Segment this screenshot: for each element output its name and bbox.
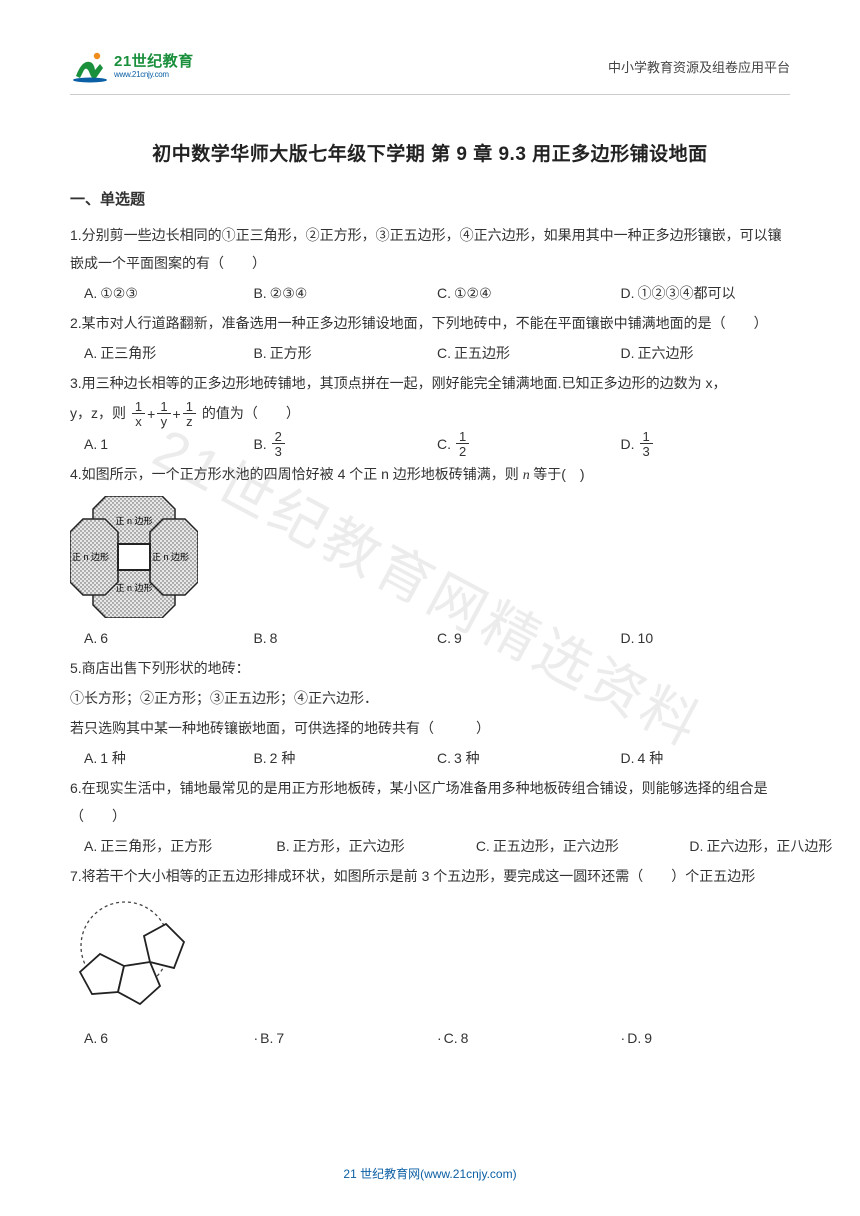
q3-c-frac: 12: [456, 430, 469, 458]
q4-text-b: 等于( ): [533, 466, 584, 482]
q4-text-a: 4.如图所示，一个正方形水池的四周恰好被 4 个正 n 边形地板砖铺满，则: [70, 466, 523, 482]
footer: 21 世纪教育网(www.21cnjy.com): [0, 1165, 860, 1182]
q1-option-a: A.①②③: [84, 279, 253, 307]
question-4-options: A.6 B.8 C.9 D.10: [70, 624, 790, 652]
q6-b-text: 正方形，正六边形: [293, 832, 405, 860]
page-body: 21世纪教育 www.21cnjy.com 中小学教育资源及组卷应用平台 初中数…: [0, 0, 860, 1094]
q3-b-frac: 23: [272, 430, 285, 458]
q1-option-b: B.②③④: [253, 279, 437, 307]
q7-b-text: 7: [276, 1024, 284, 1052]
q6-option-d: D.正六边形，正八边形: [689, 832, 860, 860]
q4-d-text: 10: [638, 624, 654, 652]
q1-option-d: D.①②③④都可以: [621, 279, 790, 307]
svg-text:正 n 边形: 正 n 边形: [115, 582, 152, 593]
question-1: 1.分别剪一些边长相同的①正三角形，②正方形，③正五边形，④正六边形，如果用其中…: [70, 221, 790, 277]
svg-text:正 n 边形: 正 n 边形: [115, 515, 152, 526]
question-2-options: A.正三角形 B.正方形 C.正五边形 D.正六边形: [70, 339, 790, 367]
q6-option-a: A.正三角形，正方形: [84, 832, 246, 860]
q2-option-d: D.正六边形: [621, 339, 790, 367]
q5-d-text: 4 种: [638, 744, 664, 772]
q1-option-c: C.①②④: [437, 279, 621, 307]
q4-option-a: A.6: [84, 624, 253, 652]
q7-figure: [70, 896, 790, 1018]
q2-a-text: 正三角形: [100, 339, 156, 367]
q5-a-text: 1 种: [100, 744, 126, 772]
q4-figure: 正 n 边形 正 n 边形 正 n 边形 正 n 边形: [70, 496, 790, 618]
q3-text-b: y，z，则: [70, 405, 130, 421]
q1-d-text: ①②③④都可以: [638, 279, 736, 307]
logo-text: 21世纪教育 www.21cnjy.com: [114, 54, 194, 79]
question-1-options: A.①②③ B.②③④ C.①②④ D.①②③④都可以: [70, 279, 790, 307]
question-6: 6.在现实生活中，铺地最常见的是用正方形地板砖，某小区广场准备用多种地板砖组合铺…: [70, 774, 790, 830]
q5-option-b: B.2 种: [253, 744, 437, 772]
q7-option-b: ·B.7: [253, 1024, 437, 1052]
q5-b-text: 2 种: [270, 744, 296, 772]
question-3-options: A.1 B.23 C.12 D.13: [70, 430, 790, 458]
q1-a-text: ①②③: [100, 279, 138, 307]
logo-sub-text: www.21cnjy.com: [114, 71, 194, 79]
question-4: 4.如图所示，一个正方形水池的四周恰好被 4 个正 n 边形地板砖铺满，则 n …: [70, 460, 790, 490]
q7-d-text: 9: [644, 1024, 652, 1052]
q7-option-a: A.6: [84, 1024, 253, 1052]
q5-option-d: D.4 种: [621, 744, 790, 772]
italic-n: n: [523, 468, 534, 483]
q6-a-text: 正三角形，正方形: [100, 832, 212, 860]
q3-text-c: 的值为（ ）: [202, 405, 300, 421]
q7-option-c: ·C.8: [437, 1024, 621, 1052]
header-right-text: 中小学教育资源及组卷应用平台: [608, 57, 790, 76]
q7-c-text: 8: [461, 1024, 469, 1052]
frac-1z: 1z: [183, 400, 196, 428]
q7-a-text: 6: [100, 1024, 108, 1052]
q3-option-a: A.1: [84, 430, 253, 458]
q2-option-a: A.正三角形: [84, 339, 253, 367]
q3-option-c: C.12: [437, 430, 621, 458]
q3-option-b: B.23: [253, 430, 437, 458]
q2-option-b: B.正方形: [253, 339, 437, 367]
question-2: 2.某市对人行道路翻新，准备选用一种正多边形铺设地面，下列地砖中，不能在平面镶嵌…: [70, 309, 790, 337]
q2-option-c: C.正五边形: [437, 339, 621, 367]
logo-icon: [70, 48, 110, 84]
q6-d-text: 正六边形，正八边形: [706, 832, 832, 860]
question-5-line2: ①长方形；②正方形；③正五边形；④正六边形．: [70, 684, 790, 712]
frac-1y: 1y: [157, 400, 170, 428]
svg-text:正 n 边形: 正 n 边形: [72, 551, 109, 562]
section-heading: 一、单选题: [70, 188, 790, 209]
q1-b-text: ②③④: [270, 279, 308, 307]
q3-option-d: D.13: [621, 430, 790, 458]
question-3-line2: y，z，则 1x + 1y + 1z 的值为（ ）: [70, 399, 790, 428]
q4-option-c: C.9: [437, 624, 621, 652]
question-5-options: A.1 种 B.2 种 C.3 种 D.4 种: [70, 744, 790, 772]
question-5-line3: 若只选购其中某一种地砖镶嵌地面，可供选择的地砖共有（ ）: [70, 714, 790, 742]
svg-text:正 n 边形: 正 n 边形: [152, 551, 189, 562]
q3-a-text: 1: [100, 430, 108, 458]
logo-main-text: 21世纪教育: [114, 54, 194, 69]
question-5-line1: 5.商店出售下列形状的地砖：: [70, 654, 790, 682]
q4-b-text: 8: [270, 624, 278, 652]
page-title: 初中数学华师大版七年级下学期 第 9 章 9.3 用正多边形铺设地面: [70, 139, 790, 166]
question-7-options: A.6 ·B.7 ·C.8 ·D.9: [70, 1024, 790, 1052]
q5-c-text: 3 种: [454, 744, 480, 772]
q2-d-text: 正六边形: [638, 339, 694, 367]
question-6-options: A.正三角形，正方形 B.正方形，正六边形 C.正五边形，正六边形 D.正六边形…: [70, 832, 790, 860]
q6-option-b: B.正方形，正六边形: [276, 832, 445, 860]
q4-c-text: 9: [454, 624, 462, 652]
q6-option-c: C.正五边形，正六边形: [476, 832, 660, 860]
q3-d-frac: 13: [640, 430, 653, 458]
header: 21世纪教育 www.21cnjy.com 中小学教育资源及组卷应用平台: [70, 48, 790, 95]
q7-option-d: ·D.9: [621, 1024, 790, 1052]
q3-formula: 1x + 1y + 1z: [130, 400, 198, 428]
q2-b-text: 正方形: [270, 339, 312, 367]
q6-c-text: 正五边形，正六边形: [493, 832, 619, 860]
q2-c-text: 正五边形: [454, 339, 510, 367]
question-7: 7.将若干个大小相等的正五边形排成环状，如图所示是前 3 个五边形，要完成这一圆…: [70, 862, 790, 890]
q5-option-a: A.1 种: [84, 744, 253, 772]
q4-option-d: D.10: [621, 624, 790, 652]
frac-1x: 1x: [132, 400, 145, 428]
question-3-line1: 3.用三种边长相等的正多边形地砖铺地，其顶点拼在一起，刚好能完全铺满地面.已知正…: [70, 369, 790, 397]
q4-option-b: B.8: [253, 624, 437, 652]
q4-a-text: 6: [100, 624, 108, 652]
logo: 21世纪教育 www.21cnjy.com: [70, 48, 194, 84]
q1-c-text: ①②④: [454, 279, 492, 307]
q5-option-c: C.3 种: [437, 744, 621, 772]
